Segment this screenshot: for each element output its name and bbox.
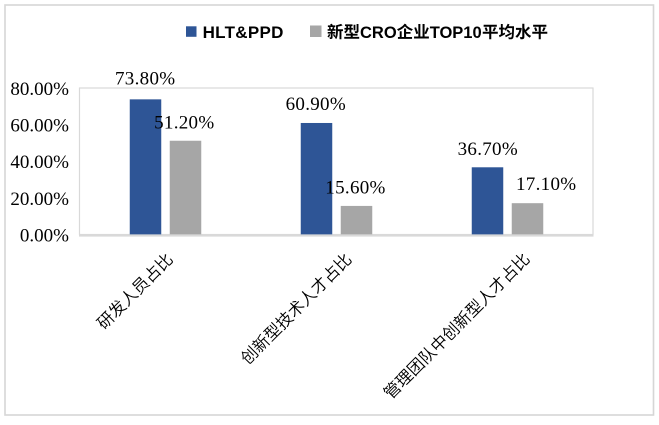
svg-text:CRO: CRO — [360, 24, 397, 42]
svg-text:36.70%: 36.70% — [458, 139, 518, 160]
svg-text:HLT&PPD: HLT&PPD — [203, 23, 284, 42]
svg-text:15.60%: 15.60% — [325, 177, 385, 198]
svg-text:17.10%: 17.10% — [516, 174, 576, 195]
svg-text:0.00%: 0.00% — [20, 226, 69, 247]
svg-text:40.00%: 40.00% — [10, 152, 69, 173]
svg-text:60.00%: 60.00% — [10, 116, 69, 137]
svg-text:73.80%: 73.80% — [115, 69, 175, 90]
svg-text:60.90%: 60.90% — [286, 94, 346, 115]
svg-text:80.00%: 80.00% — [10, 79, 69, 100]
svg-text:TOP10: TOP10 — [430, 24, 482, 42]
svg-text:20.00%: 20.00% — [10, 189, 69, 210]
svg-text:51.20%: 51.20% — [154, 112, 214, 133]
